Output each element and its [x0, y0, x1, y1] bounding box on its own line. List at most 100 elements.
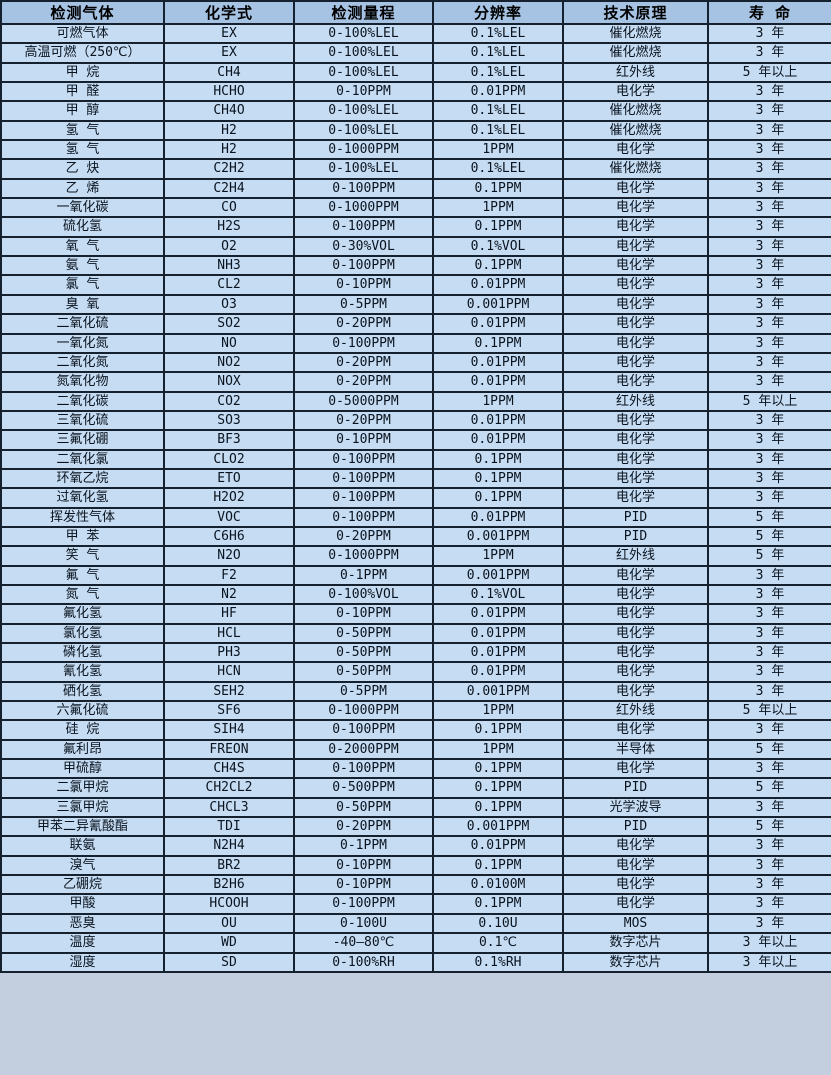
- table-cell: 半导体: [562, 738, 709, 761]
- table-cell: 催化燃烧: [562, 158, 709, 180]
- table-cell: 0.1PPM: [432, 854, 564, 877]
- table-cell: 0.1PPM: [432, 255, 564, 277]
- table-cell: WD: [163, 932, 295, 954]
- table-cell: 0.01PPM: [432, 371, 564, 393]
- table-cell: 电化学: [562, 332, 709, 354]
- table-cell: 3 年: [707, 119, 831, 142]
- table-row: 氮 气 N2 0-100%VOL 0.1%VOL 电化学 3 年: [0, 583, 831, 606]
- table-cell: 5 年: [707, 545, 831, 567]
- table-cell: 湿度: [0, 951, 165, 973]
- table-cell: 电化学: [562, 197, 709, 219]
- column-header-resolution: 分辨率: [432, 0, 564, 25]
- table-cell: NO: [163, 332, 295, 354]
- table-cell: 恶臭: [0, 912, 165, 935]
- table-cell: CHCL3: [163, 796, 295, 819]
- table-cell: 3 年: [707, 487, 831, 509]
- table-cell: 0.01PPM: [432, 429, 564, 451]
- table-cell: EX: [163, 42, 295, 64]
- table-cell: C6H6: [163, 525, 295, 548]
- table-cell: 3 年: [707, 158, 831, 180]
- table-cell: 0.1PPM: [432, 777, 564, 799]
- table-cell: 温度: [0, 932, 165, 954]
- table-cell: 3 年: [707, 332, 831, 354]
- table-row: 甲酸 HCOOH 0-100PPM 0.1PPM 电化学 3 年: [0, 893, 831, 915]
- table-cell: 电化学: [562, 835, 709, 857]
- table-cell: 3 年: [707, 467, 831, 490]
- table-cell: 3 年: [707, 371, 831, 393]
- table-cell: 0-100%VOL: [293, 583, 434, 606]
- table-cell: EX: [163, 22, 295, 45]
- table-cell: 0-5PPM: [293, 293, 434, 316]
- table-cell: 0-100PPM: [293, 487, 434, 509]
- table-cell: 3 年: [707, 409, 831, 432]
- table-cell: 0.001PPM: [432, 816, 564, 838]
- table-cell: 0.01PPM: [432, 661, 564, 683]
- table-cell: PID: [562, 506, 709, 528]
- table-row: 三氯甲烷 CHCL3 0-50PPM 0.1PPM 光学波导 3 年: [0, 796, 831, 819]
- table-cell: F2: [163, 564, 295, 586]
- table-cell: 0.1%LEL: [432, 158, 564, 180]
- table-cell: 3 年: [707, 351, 831, 374]
- gas-sensor-spec-table: 检测气体 化学式 检测量程 分辨率 技术原理 寿 命 可燃气体 EX 0-100%L…: [0, 0, 831, 973]
- table-cell: 0-50PPM: [293, 796, 434, 819]
- table-cell: 0.01PPM: [432, 409, 564, 432]
- table-row: 二氧化氮 NO2 0-20PPM 0.01PPM 电化学 3 年: [0, 351, 831, 374]
- table-cell: 0-5000PPM: [293, 390, 434, 412]
- table-cell: 红外线: [562, 545, 709, 567]
- table-row: 硫化氢 H2S 0-100PPM 0.1PPM 电化学 3 年: [0, 216, 831, 238]
- table-cell: PH3: [163, 641, 295, 664]
- table-cell: O3: [163, 293, 295, 316]
- table-cell: 笑 气: [0, 545, 165, 567]
- table-cell: 电化学: [562, 177, 709, 200]
- table-cell: 0.1PPM: [432, 758, 564, 780]
- table-cell: 数字芯片: [562, 951, 709, 973]
- table-cell: 0.1PPM: [432, 487, 564, 509]
- table-cell: 电化学: [562, 371, 709, 393]
- table-cell: 硫化氢: [0, 216, 165, 238]
- table-cell: 0-100PPM: [293, 506, 434, 528]
- table-cell: 甲 烷: [0, 61, 165, 84]
- table-cell: 3 年: [707, 603, 831, 625]
- table-cell: 0.01PPM: [432, 835, 564, 857]
- table-row: 乙 炔 C2H2 0-100%LEL 0.1%LEL 催化燃烧 3 年: [0, 158, 831, 180]
- table-cell: 0.01PPM: [432, 603, 564, 625]
- table-cell: CH2CL2: [163, 777, 295, 799]
- table-row: 甲 醇 CH4O 0-100%LEL 0.1%LEL 催化燃烧 3 年: [0, 100, 831, 122]
- table-cell: 电化学: [562, 351, 709, 374]
- table-cell: 5 年以上: [707, 390, 831, 412]
- table-cell: 光学波导: [562, 796, 709, 819]
- table-row: 氮氧化物 NOX 0-20PPM 0.01PPM 电化学 3 年: [0, 371, 831, 393]
- table-cell: 0-100PPM: [293, 216, 434, 238]
- table-row: 乙 烯 C2H4 0-100PPM 0.1PPM 电化学 3 年: [0, 177, 831, 200]
- table-cell: 氟化氢: [0, 603, 165, 625]
- table-cell: 3 年: [707, 912, 831, 935]
- table-cell: 甲硫醇: [0, 758, 165, 780]
- table-cell: 氯化氢: [0, 622, 165, 645]
- table-cell: 3 年: [707, 139, 831, 161]
- column-header-gas: 检测气体: [0, 0, 165, 25]
- table-cell: 二氧化氮: [0, 351, 165, 374]
- table-cell: 环氧乙烷: [0, 467, 165, 490]
- table-cell: 3 年: [707, 22, 831, 45]
- table-cell: 0.1%VOL: [432, 583, 564, 606]
- table-cell: NOX: [163, 371, 295, 393]
- table-cell: 高温可燃（250℃）: [0, 42, 165, 64]
- table-cell: 电化学: [562, 139, 709, 161]
- table-cell: NO2: [163, 351, 295, 374]
- table-cell: 0-50PPM: [293, 622, 434, 645]
- table-cell: 0.001PPM: [432, 680, 564, 703]
- table-cell: 电化学: [562, 603, 709, 625]
- table-cell: O2: [163, 235, 295, 258]
- table-cell: 3 年: [707, 255, 831, 277]
- table-row: 硒化氢 SEH2 0-5PPM 0.001PPM 电化学 3 年: [0, 680, 831, 703]
- table-cell: 电化学: [562, 235, 709, 258]
- table-cell: 0-20PPM: [293, 525, 434, 548]
- table-cell: 3 年以上: [707, 932, 831, 954]
- table-cell: CO: [163, 197, 295, 219]
- table-cell: 0-30%VOL: [293, 235, 434, 258]
- table-cell: 0-100PPM: [293, 255, 434, 277]
- table-cell: 甲 醛: [0, 81, 165, 103]
- table-cell: 3 年: [707, 274, 831, 296]
- table-cell: SEH2: [163, 680, 295, 703]
- table-cell: 电化学: [562, 680, 709, 703]
